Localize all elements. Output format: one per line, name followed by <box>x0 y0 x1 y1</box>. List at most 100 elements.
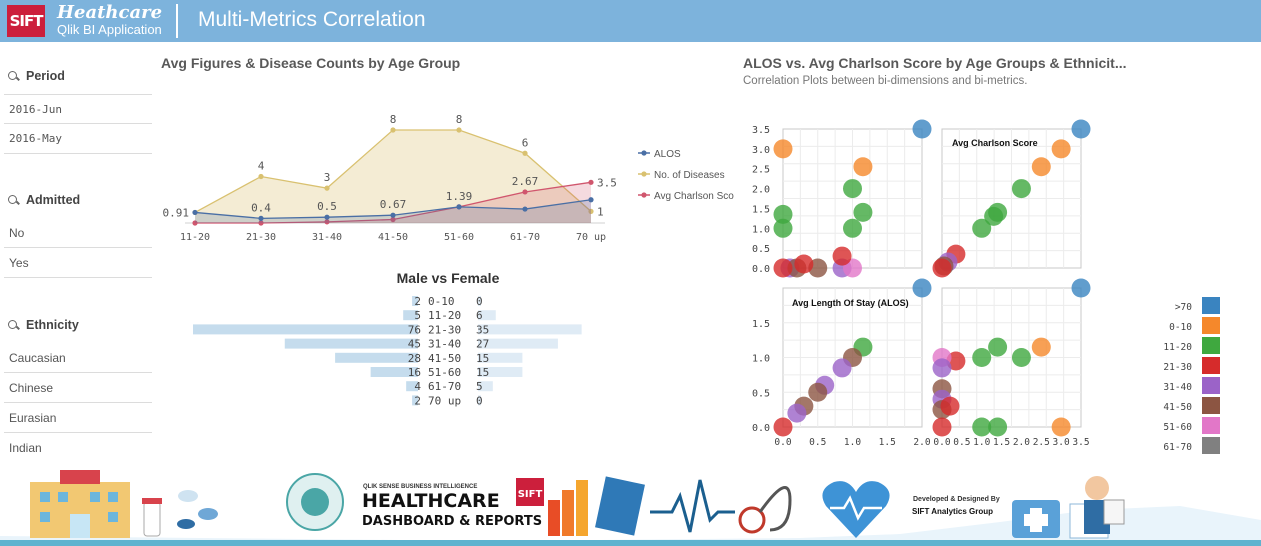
y-tick-label: 3.5 <box>752 125 770 136</box>
filter-item[interactable]: Chinese <box>4 373 152 403</box>
scatter-point <box>988 417 1008 437</box>
footer-banner: SIFT QLIK SENSE BUSINESS INTELLIGENCE HE… <box>0 460 1261 546</box>
scatter-point <box>932 358 952 378</box>
data-point <box>456 127 462 133</box>
x-tick-label: 1.0 <box>844 437 861 448</box>
butterfly-chart-title: Male vs Female <box>396 270 500 286</box>
area-chart[interactable]: 11-20 21-30 31-40 41-50 51-60 61-70 70 up 0.91 4… <box>155 95 740 255</box>
male-bar <box>406 381 418 392</box>
filter-item[interactable]: 2016-Jun <box>4 94 152 124</box>
data-label: 0.91 <box>163 206 190 219</box>
data-point <box>588 208 594 214</box>
x-tick-label: 11-20 <box>180 232 210 243</box>
y-tick-label: 1.0 <box>752 224 770 235</box>
x-tick-label: 0.5 <box>953 437 970 448</box>
filter-period-label: Period <box>26 69 65 83</box>
age-label: 70 up <box>428 394 461 407</box>
filter-period-header[interactable]: Period <box>4 58 152 94</box>
scatter-point <box>787 403 807 423</box>
scatter-point <box>940 396 960 416</box>
data-label: 0.67 <box>380 198 407 211</box>
y-tick-label: 1.5 <box>752 319 770 330</box>
legend-swatch <box>1202 397 1220 414</box>
brain-icon <box>286 473 344 531</box>
legend-label: Avg Charlson Sco <box>654 191 734 202</box>
female-bar <box>478 367 523 377</box>
data-point <box>588 197 594 203</box>
sift-logo-footer-text: SIFT <box>518 489 543 500</box>
legend-label: 41-50 <box>1163 402 1192 413</box>
filter-item[interactable]: 2016-May <box>4 124 152 154</box>
x-tick-label: 0.0 <box>933 437 950 448</box>
x-tick-label: 2.0 <box>1013 437 1030 448</box>
male-bar <box>412 395 418 406</box>
filter-admitted-header[interactable]: Admitted <box>4 182 152 218</box>
app-header: SIFT Heathcare Qlik BI Application Multi… <box>0 0 1261 42</box>
x-tick-label: 21-30 <box>246 232 276 243</box>
heart-icon <box>822 481 890 538</box>
scatter-point <box>1071 278 1091 298</box>
scatter-point <box>843 179 862 199</box>
legend-swatch <box>1202 377 1220 394</box>
filter-ethnicity-header[interactable]: Ethnicity <box>4 307 152 343</box>
search-icon <box>8 70 19 82</box>
scatter-point <box>932 258 952 278</box>
data-label: 3 <box>324 171 331 184</box>
y-tick-label: 0.0 <box>752 264 770 275</box>
scatter-panel-top-left <box>773 119 932 278</box>
x-tick-label: 3.5 <box>1072 437 1089 448</box>
x-tick-label: 2.5 <box>1033 437 1050 448</box>
legend-label: 21-30 <box>1163 362 1192 373</box>
scatter-point <box>1051 139 1071 159</box>
female-value: 0 <box>476 394 483 407</box>
filter-item[interactable]: Indian <box>4 433 152 455</box>
x-tick-label: 0.0 <box>774 437 791 448</box>
series-area <box>195 182 591 223</box>
legend-swatch <box>1202 337 1220 354</box>
y-tick-label: 1.5 <box>752 204 770 215</box>
female-value: 0 <box>476 295 483 308</box>
filter-ethnicity-label: Ethnicity <box>26 318 79 332</box>
data-point <box>390 127 396 133</box>
y-tick-label: 0.0 <box>752 423 770 434</box>
x-tick-label: 2.0 <box>913 437 930 448</box>
female-value: 27 <box>476 338 489 351</box>
female-bar <box>478 352 523 363</box>
data-point <box>258 173 264 180</box>
legend-swatch <box>1202 417 1220 434</box>
sift-logo[interactable]: SIFT <box>7 5 45 37</box>
legend-swatch <box>1202 297 1220 314</box>
age-label: 41-50 <box>428 352 461 365</box>
filter-item[interactable]: Yes <box>4 248 152 278</box>
scatter-point <box>1031 157 1051 177</box>
x-tick-label: 3.0 <box>1053 437 1070 448</box>
data-point <box>192 220 198 226</box>
data-point <box>192 209 198 216</box>
matrix-label: Avg Length Of Stay (ALOS) <box>792 298 909 308</box>
data-point <box>522 189 528 195</box>
data-point <box>324 185 330 191</box>
data-point <box>390 212 396 218</box>
male-bar <box>335 352 418 363</box>
search-icon <box>8 319 19 331</box>
hospital-icon <box>30 470 130 538</box>
filter-item[interactable]: Eurasian <box>4 403 152 433</box>
male-value: 4 <box>414 380 421 393</box>
filter-item[interactable]: Caucasian <box>4 343 152 373</box>
scatter-matrix[interactable]: 3.53.02.52.01.51.00.50.01.51.00.50.00.0 0… <box>740 110 1260 458</box>
brand-title: Heathcare <box>57 2 163 23</box>
legend-swatch <box>641 171 647 177</box>
matrix-label: Avg Charlson Score <box>952 138 1038 148</box>
age-label: 51-60 <box>428 366 461 379</box>
legend-swatch <box>641 150 647 156</box>
data-point <box>324 219 330 225</box>
scatter-point <box>843 218 862 238</box>
scatter-point <box>773 218 793 238</box>
scatter-point <box>1071 119 1091 139</box>
x-tick-label: 70 up <box>576 232 606 243</box>
filter-admitted: Admitted No Yes <box>4 182 152 278</box>
female-bar <box>478 338 558 349</box>
filter-item[interactable]: No <box>4 218 152 248</box>
female-bar <box>478 310 496 321</box>
